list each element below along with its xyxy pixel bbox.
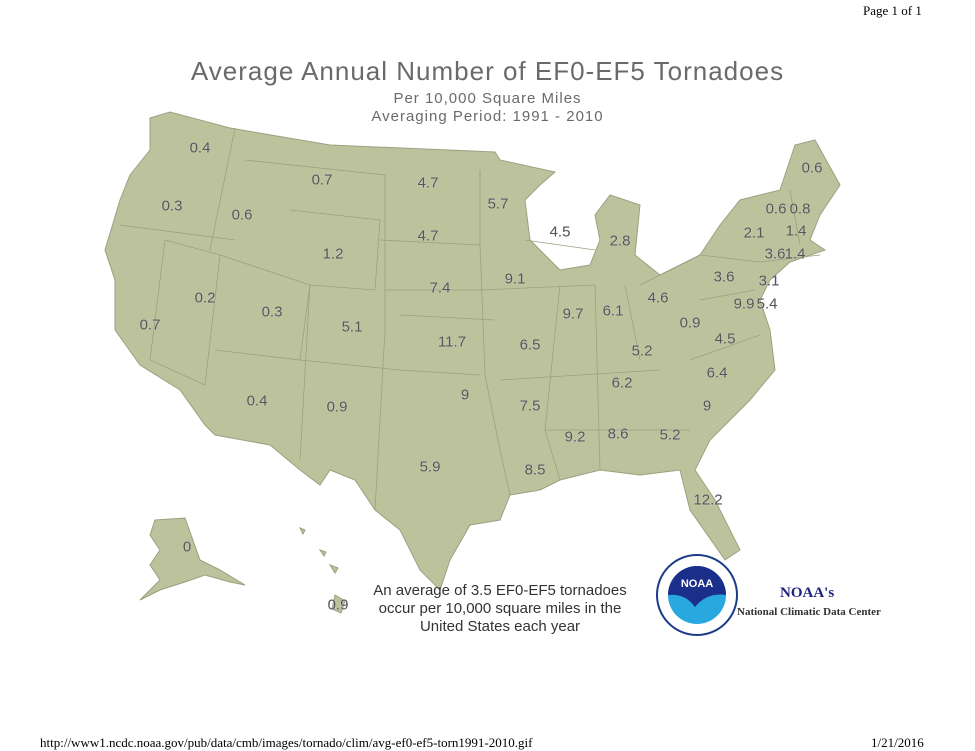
state-value-ky: 5.2 bbox=[631, 342, 653, 360]
state-value-mo: 6.5 bbox=[519, 336, 541, 354]
state-value-nc: 6.4 bbox=[706, 364, 728, 382]
state-value-nd: 4.7 bbox=[417, 174, 439, 192]
footer-url: http://www1.ncdc.noaa.gov/pub/data/cmb/i… bbox=[40, 735, 533, 750]
state-value-id: 0.6 bbox=[231, 206, 253, 224]
state-value-me: 0.6 bbox=[801, 159, 823, 177]
state-value-ct: 3.6 bbox=[764, 245, 786, 263]
state-value-mi: 2.8 bbox=[609, 232, 631, 250]
state-value-nv: 0.2 bbox=[194, 289, 216, 307]
state-value-ny: 2.1 bbox=[743, 224, 765, 242]
summary-note: An average of 3.5 EF0-EF5 tornadoes occu… bbox=[373, 582, 627, 635]
state-value-wi: 4.5 bbox=[549, 223, 571, 241]
state-value-az: 0.4 bbox=[246, 392, 268, 410]
state-value-co: 5.1 bbox=[341, 318, 363, 336]
state-value-mn: 5.7 bbox=[487, 195, 509, 213]
map-subtitle: Per 10,000 Square Miles bbox=[393, 90, 582, 107]
state-value-ne: 7.4 bbox=[429, 279, 451, 297]
state-value-ca: 0.7 bbox=[139, 316, 161, 334]
state-value-tn: 6.2 bbox=[611, 374, 633, 392]
state-value-tx: 5.9 bbox=[419, 458, 441, 476]
credit-noaa: NOAA's bbox=[780, 585, 835, 601]
state-value-fl: 12.2 bbox=[693, 491, 723, 509]
state-value-nm: 0.9 bbox=[326, 398, 348, 416]
state-borders bbox=[119, 127, 821, 511]
state-value-ks: 11.7 bbox=[437, 333, 467, 351]
state-value-la: 8.5 bbox=[524, 461, 546, 479]
state-value-nj: 3.1 bbox=[758, 272, 780, 290]
map-title: Average Annual Number of EF0-EF5 Tornado… bbox=[190, 56, 785, 86]
state-value-ia: 9.1 bbox=[504, 270, 526, 288]
state-value-vt: 0.6 bbox=[765, 200, 787, 218]
state-value-oh: 4.6 bbox=[647, 289, 669, 307]
contiguous-us-shape bbox=[104, 111, 841, 591]
svg-text:NOAA: NOAA bbox=[681, 578, 713, 590]
hawaii-shape bbox=[298, 527, 346, 614]
state-value-pa: 3.6 bbox=[713, 268, 735, 286]
credit-ncdc: National Climatic Data Center bbox=[737, 606, 881, 618]
state-value-wa: 0.4 bbox=[189, 139, 211, 157]
state-value-or: 0.3 bbox=[161, 197, 183, 215]
noaa-logo: NOAA bbox=[656, 554, 738, 636]
state-value-va: 4.5 bbox=[714, 330, 736, 348]
state-value-ar: 7.5 bbox=[519, 397, 541, 415]
state-value-de: 5.4 bbox=[756, 295, 778, 313]
state-value-ut: 0.3 bbox=[261, 303, 283, 321]
state-value-mt: 0.7 bbox=[311, 171, 333, 189]
state-value-ma: 1.4 bbox=[785, 222, 807, 240]
state-value-wv: 0.9 bbox=[679, 314, 701, 332]
state-value-al: 8.6 bbox=[607, 425, 629, 443]
state-value-in: 6.1 bbox=[602, 302, 624, 320]
state-value-hi: 0.9 bbox=[327, 596, 349, 614]
state-value-ok: 9 bbox=[460, 386, 470, 404]
state-value-ms: 9.2 bbox=[564, 428, 586, 446]
state-value-md: 9.9 bbox=[733, 295, 755, 313]
state-value-ga: 5.2 bbox=[659, 426, 681, 444]
state-value-sc: 9 bbox=[702, 397, 712, 415]
state-value-nh: 0.8 bbox=[789, 200, 811, 218]
state-value-il: 9.7 bbox=[562, 305, 584, 323]
state-value-sd: 4.7 bbox=[417, 227, 439, 245]
footer-date: 1/21/2016 bbox=[871, 735, 924, 750]
averaging-period: Averaging Period: 1991 - 2010 bbox=[371, 108, 604, 125]
page-number: Page 1 of 1 bbox=[863, 3, 922, 18]
state-value-ak: 0 bbox=[182, 538, 192, 556]
state-value-ri: 1.4 bbox=[784, 245, 806, 263]
state-value-wy: 1.2 bbox=[322, 245, 344, 263]
alaska-shape bbox=[139, 517, 246, 601]
